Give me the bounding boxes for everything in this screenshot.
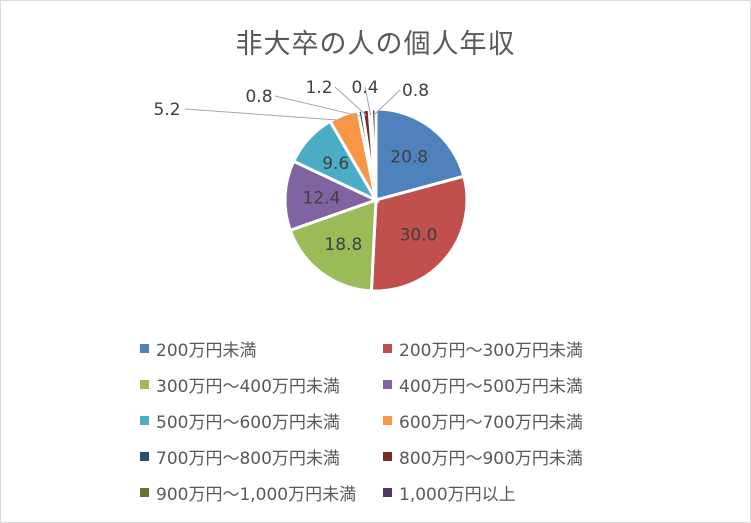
data-label: 5.2: [153, 100, 180, 120]
legend-item-800-900: 800万円～900万円未満: [383, 444, 583, 469]
pie-slices: [283, 107, 469, 293]
legend-item-under-200: 200万円未満: [140, 336, 257, 361]
legend-label: 500万円～600万円未満: [156, 412, 340, 433]
data-label: 9.6: [322, 154, 349, 174]
legend-swatch-icon: [383, 487, 392, 497]
legend-swatch-icon: [383, 415, 392, 425]
legend-label: 400万円～500万円未満: [399, 376, 583, 397]
leader-line: [373, 89, 401, 116]
legend-label: 700万円～800万円未満: [156, 448, 340, 469]
legend-swatch-icon: [140, 415, 149, 425]
data-label: 1.2: [305, 78, 332, 98]
leader-line: [364, 86, 372, 116]
legend-label: 900万円～1,000万円未満: [156, 484, 357, 505]
legend-item-400-500: 400万円～500万円未満: [383, 372, 583, 397]
legend-swatch-icon: [140, 451, 149, 461]
legend-label: 1,000万円以上: [399, 484, 516, 505]
leader-line: [184, 108, 346, 122]
data-label: 20.8: [390, 148, 428, 168]
legend-item-900-1000: 900万円～1,000万円未満: [140, 480, 357, 505]
legend-item-500-600: 500万円～600万円未満: [140, 408, 340, 433]
legend-item-200-300: 200万円～300万円未満: [383, 336, 583, 361]
data-label: 0.8: [245, 87, 272, 107]
leader-line: [274, 95, 362, 117]
legend-swatch-icon: [140, 379, 149, 389]
legend-swatch-icon: [140, 487, 149, 497]
chart-title: 非大卒の人の個人年収: [235, 29, 516, 60]
data-label: 30.0: [400, 225, 438, 245]
leader-line: [334, 86, 367, 116]
data-label: 18.8: [324, 235, 362, 255]
legend-label: 800万円～900万円未満: [399, 448, 583, 469]
legend-item-300-400: 300万円～400万円未満: [140, 372, 340, 397]
data-label: 12.4: [303, 188, 341, 208]
pie-slice: [369, 174, 469, 293]
pie-slice: [369, 107, 378, 201]
pie-slice: [374, 107, 466, 202]
leader-lines: [184, 86, 401, 122]
legend-swatch-icon: [140, 343, 149, 353]
legend-label: 300万円～400万円未満: [156, 376, 340, 397]
legend-swatch-icon: [383, 343, 392, 353]
legend-label: 200万円未満: [156, 340, 257, 361]
legend-item-700-800: 700万円～800万円未満: [140, 444, 340, 469]
legend-swatch-icon: [383, 379, 392, 389]
data-label: 0.8: [402, 81, 429, 101]
legend-swatch-icon: [383, 451, 392, 461]
legend-item-600-700: 600万円～700万円未満: [383, 408, 583, 433]
legend-label: 200万円～300万円未満: [399, 340, 583, 361]
legend-item-over-1000: 1,000万円以上: [383, 480, 516, 505]
legend-label: 600万円～700万円未満: [399, 412, 583, 433]
data-labels: 20.8 30.0 18.8 12.4 9.6 5.2 0.8 1.2 0.4 0.8: [153, 78, 437, 255]
data-label: 0.4: [351, 78, 378, 98]
